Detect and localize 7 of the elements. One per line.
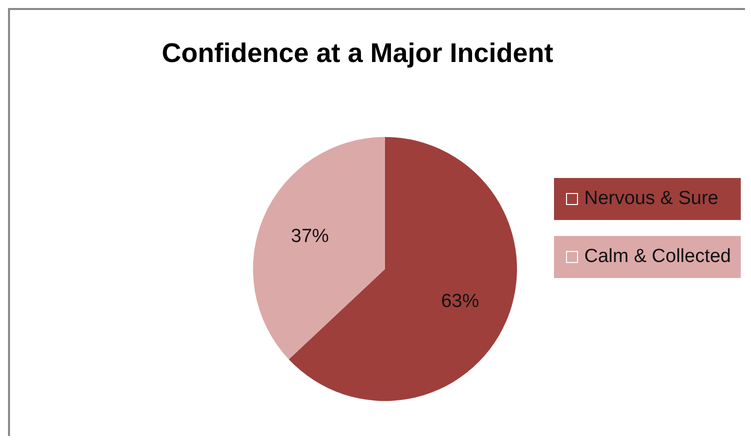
- pie-slice: [253, 137, 385, 360]
- pie-slice: [288, 137, 517, 401]
- legend-label: Nervous & Sure: [584, 188, 718, 209]
- chart-title: Confidence at a Major Incident: [162, 38, 554, 68]
- data-label: 37%: [290, 226, 330, 247]
- legend-label: Calm & Collected: [584, 246, 731, 267]
- data-label: 63%: [441, 291, 480, 312]
